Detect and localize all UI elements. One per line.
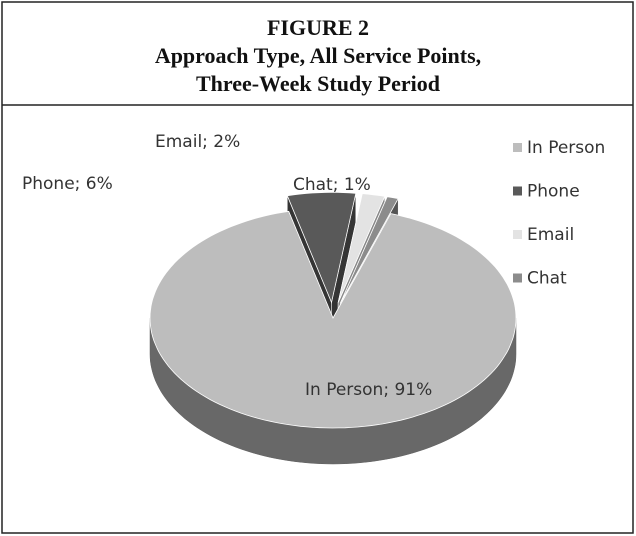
legend-swatch (513, 186, 522, 196)
data-label: Chat; 1% (293, 175, 371, 195)
legend-label: Phone (527, 182, 580, 202)
chart-subtitle: Three-Week Study Period (196, 71, 440, 96)
slice (286, 192, 357, 304)
legend-label: In Person (527, 138, 605, 158)
data-label: In Person; 91% (305, 380, 432, 400)
legend-swatch (513, 230, 522, 239)
slice (337, 193, 386, 303)
legend-label: Email (527, 225, 574, 245)
slice (149, 210, 517, 465)
chart-title: FIGURE 2 (267, 15, 369, 40)
legend-swatch (513, 273, 522, 283)
data-label: Email; 2% (155, 132, 240, 152)
slice (149, 210, 517, 429)
data-label: Phone; 6% (22, 174, 113, 194)
legend-label: Chat (527, 269, 567, 289)
slice (340, 196, 399, 304)
chart-subtitle: Approach Type, All Service Points, (155, 43, 481, 68)
legend-swatch (513, 143, 522, 152)
